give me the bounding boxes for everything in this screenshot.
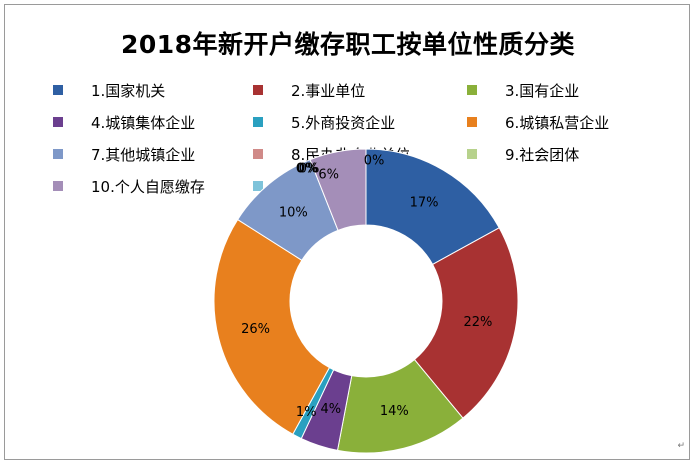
donut-chart: 17%22%14%4%1%26%10%0%0%6%0% xyxy=(213,148,519,454)
donut-slice xyxy=(413,227,519,419)
data-label: 4% xyxy=(320,402,341,417)
corner-mark: ↵ xyxy=(677,441,685,451)
data-label: 10% xyxy=(279,206,308,221)
legend-swatch xyxy=(253,149,263,159)
data-label: 14% xyxy=(380,404,409,419)
legend-item: 1.国家机关 xyxy=(53,79,165,101)
legend-item: 3.国有企业 xyxy=(467,79,579,101)
legend-swatch xyxy=(467,149,477,159)
chart-frame: 2018年新开户缴存职工按单位性质分类 1.国家机关 2.事业单位 3.国有企业 4.… xyxy=(4,4,690,460)
legend-swatch xyxy=(253,181,263,191)
data-label: 0% xyxy=(299,162,320,177)
legend-swatch xyxy=(253,117,263,127)
data-label: 0% xyxy=(296,162,318,177)
legend-item: 10.个人自愿缴存 xyxy=(53,175,205,197)
legend-item: 5.外商投资企业 xyxy=(253,111,395,133)
legend-swatch xyxy=(53,181,63,191)
data-label: 6% xyxy=(318,168,339,183)
legend-item: 2.事业单位 xyxy=(253,79,365,101)
legend-label: 1.国家机关 xyxy=(91,81,166,100)
legend-label: 9.社会团体 xyxy=(505,145,580,164)
legend-swatch xyxy=(467,117,477,127)
legend-swatch xyxy=(53,85,63,95)
legend-label: 6.城镇私营企业 xyxy=(505,113,610,132)
data-label: 1% xyxy=(296,405,317,420)
data-label: 26% xyxy=(241,322,270,337)
legend-swatch xyxy=(253,85,263,95)
data-label: 22% xyxy=(464,315,493,330)
legend-label: 2.事业单位 xyxy=(291,81,366,100)
chart-title: 2018年新开户缴存职工按单位性质分类 xyxy=(120,30,576,59)
legend-item: 9.社会团体 xyxy=(467,143,579,165)
legend-item: 7.其他城镇企业 xyxy=(53,143,195,165)
legend-label: 10.个人自愿缴存 xyxy=(91,177,205,196)
data-label: 17% xyxy=(410,195,439,210)
legend-label: 3.国有企业 xyxy=(505,81,580,100)
legend-swatch xyxy=(53,149,63,159)
legend-swatch xyxy=(53,117,63,127)
data-label: 0% xyxy=(364,154,385,169)
donut-slice xyxy=(309,148,367,231)
legend-label: 5.外商投资企业 xyxy=(291,113,396,132)
legend-swatch xyxy=(467,85,477,95)
legend-label: 7.其他城镇企业 xyxy=(91,145,196,164)
legend-label: 4.城镇集体企业 xyxy=(91,113,196,132)
donut-slice xyxy=(213,218,331,435)
legend-item: 4.城镇集体企业 xyxy=(53,111,195,133)
legend-item: 6.城镇私营企业 xyxy=(467,111,609,133)
